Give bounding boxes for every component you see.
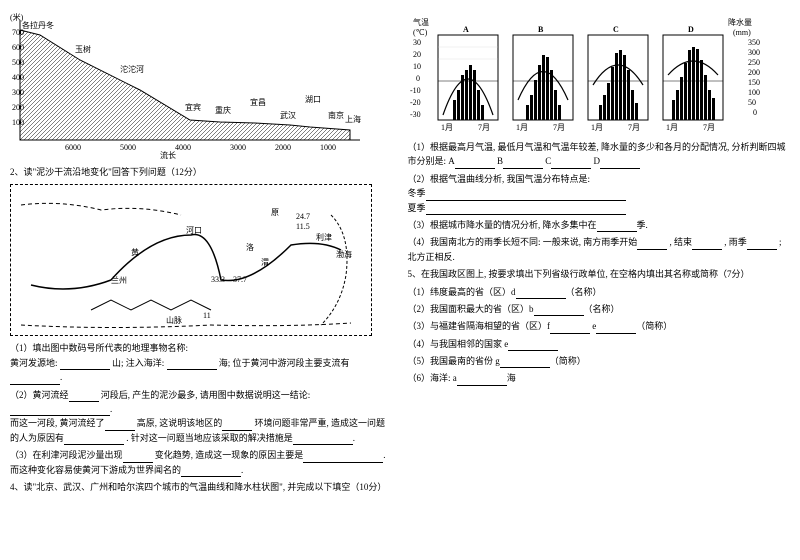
- svg-text:0: 0: [753, 108, 757, 117]
- q4-title: 4、读"北京、武汉、广州和哈尔滨四个城市的气温曲线和降水柱状图", 并完成以下填…: [10, 480, 393, 494]
- chart1-svg: (米) 各拉丹冬 700600500 400300200100 60005000…: [10, 10, 370, 160]
- svg-text:兰州: 兰州: [111, 275, 127, 285]
- panel-C: C 1月 7月: [588, 25, 648, 132]
- svg-text:(℃): (℃): [413, 28, 428, 37]
- left-column: (米) 各拉丹冬 700600500 400300200100 60005000…: [10, 10, 393, 497]
- q5-title: 5、在我国政区图上, 按要求填出下列省级行政单位, 在空格内填出其名称或简称（7…: [408, 267, 791, 281]
- svg-text:150: 150: [748, 78, 760, 87]
- q2-title: 2、读"泥沙干流沿地变化"回答下列问题（12分）: [10, 165, 393, 179]
- svg-text:沱沱河: 沱沱河: [120, 64, 144, 74]
- q4-sub3: （3）根据城市降水量的情况分析, 降水多集中在季.: [408, 218, 791, 232]
- svg-text:250: 250: [748, 58, 760, 67]
- svg-text:11: 11: [203, 311, 211, 320]
- q5-item-1: （1）纬度最高的省（区）d（名称）: [408, 285, 791, 299]
- svg-text:B: B: [538, 25, 544, 34]
- q2-sub2: （2）黄河流经 河段后, 产生的泥沙最多, 请用图中数据说明这一结论: . 而这…: [10, 388, 393, 446]
- svg-text:武汉: 武汉: [280, 110, 296, 120]
- q4-sub4: （4）我国南北方的雨季长短不同: 一般来说, 南方雨季开始 , 结束 , 雨季 …: [408, 235, 791, 264]
- svg-text:黄: 黄: [131, 247, 139, 257]
- svg-text:南京: 南京: [328, 110, 344, 120]
- svg-text:7月: 7月: [628, 123, 640, 132]
- q5-item-5: （5）我国最南的省份 g（简称）: [408, 354, 791, 368]
- svg-text:1月: 1月: [591, 123, 603, 132]
- q5-item-4: （4）与我国相邻的国家 e: [408, 337, 791, 351]
- elevation-profile-chart: (米) 各拉丹冬 700600500 400300200100 60005000…: [10, 10, 370, 160]
- svg-text:24.7: 24.7: [296, 212, 310, 221]
- svg-text:1月: 1月: [441, 123, 453, 132]
- peak-label: 各拉丹冬: [22, 20, 54, 30]
- svg-text:30: 30: [413, 38, 421, 47]
- svg-text:重庆: 重庆: [215, 105, 231, 115]
- svg-text:1月: 1月: [666, 123, 678, 132]
- svg-text:350: 350: [748, 38, 760, 47]
- svg-text:7月: 7月: [553, 123, 565, 132]
- svg-text:湖口: 湖口: [305, 95, 321, 104]
- svg-text:河口: 河口: [186, 225, 202, 235]
- svg-text:山脉: 山脉: [166, 315, 182, 325]
- svg-text:洛: 洛: [246, 242, 254, 252]
- svg-text:原: 原: [271, 208, 279, 217]
- svg-text:2000: 2000: [275, 143, 291, 152]
- river-path: [31, 235, 341, 289]
- svg-text:33.3: 33.3: [211, 275, 225, 284]
- q5-item-3: （3）与福建省隔海相望的省（区）f e（简称）: [408, 319, 791, 333]
- svg-text:气温: 气温: [413, 17, 429, 27]
- svg-text:5000: 5000: [120, 143, 136, 152]
- svg-text:6000: 6000: [65, 143, 81, 152]
- svg-text:宜宾: 宜宾: [185, 102, 201, 112]
- coastline: [321, 215, 347, 325]
- yellow-river-map: 原黄 兰州 河口利津 24.711.5 33.3 37.7 山脉 11 渤海 洛渭: [10, 184, 372, 336]
- panel-A: A 1月 7月: [438, 25, 498, 132]
- q4-sub2: （2）根据气温曲线分析, 我国气温分布特点是: 冬季 夏季: [408, 172, 791, 215]
- svg-text:渤海: 渤海: [336, 249, 352, 259]
- svg-text:降水量: 降水量: [728, 17, 752, 27]
- svg-text:-10: -10: [410, 86, 421, 95]
- profile-area: [20, 30, 350, 140]
- svg-text:200: 200: [748, 68, 760, 77]
- svg-text:D: D: [688, 25, 694, 34]
- svg-text:11.5: 11.5: [296, 222, 310, 231]
- svg-text:利津: 利津: [316, 232, 332, 242]
- svg-text:37.7: 37.7: [233, 275, 247, 284]
- mountains: [91, 300, 211, 310]
- svg-text:4000: 4000: [175, 143, 191, 152]
- panel-B: B 1月 7月: [513, 25, 573, 132]
- x-axis-label: 流长: [160, 150, 176, 160]
- svg-text:1000: 1000: [320, 143, 336, 152]
- svg-text:20: 20: [413, 50, 421, 59]
- svg-text:-30: -30: [410, 110, 421, 119]
- svg-text:3000: 3000: [230, 143, 246, 152]
- svg-text:50: 50: [748, 98, 756, 107]
- svg-text:7月: 7月: [703, 123, 715, 132]
- q2-sub1: （1）填出图中数码号所代表的地理事物名称: 黄河发源地: 山; 注入海洋: 海;…: [10, 341, 393, 384]
- svg-text:C: C: [613, 25, 619, 34]
- climate-charts: 气温 (℃) 降水量 (mm) 3020100 -10-20-30 350300…: [408, 15, 768, 135]
- svg-text:玉树: 玉树: [75, 44, 91, 54]
- panel-D: D 1月 7月: [663, 25, 723, 132]
- svg-text:上海: 上海: [345, 114, 361, 124]
- svg-text:宜昌: 宜昌: [250, 97, 266, 107]
- svg-text:1月: 1月: [516, 123, 528, 132]
- svg-text:100: 100: [748, 88, 760, 97]
- svg-text:7月: 7月: [478, 123, 490, 132]
- svg-text:(mm): (mm): [733, 28, 751, 37]
- q5-item-2: （2）我国面积最大的省（区）b（名称）: [408, 302, 791, 316]
- svg-text:0: 0: [416, 74, 420, 83]
- q4-sub1: （1）根据最高月气温, 最低月气温和气温年较差, 降水量的多少和各月的分配情况,…: [408, 140, 791, 169]
- svg-text:-20: -20: [410, 98, 421, 107]
- svg-text:A: A: [463, 25, 469, 34]
- svg-text:10: 10: [413, 62, 421, 71]
- right-column: 气温 (℃) 降水量 (mm) 3020100 -10-20-30 350300…: [408, 10, 791, 497]
- svg-text:300: 300: [748, 48, 760, 57]
- svg-text:渭: 渭: [261, 257, 269, 267]
- q2-sub3: （3）在利津河段泥沙量出现 变化趋势, 造成这一现象的原因主要是. 而这种变化容…: [10, 448, 393, 477]
- q5-item-6: （6）海洋: a海: [408, 371, 791, 385]
